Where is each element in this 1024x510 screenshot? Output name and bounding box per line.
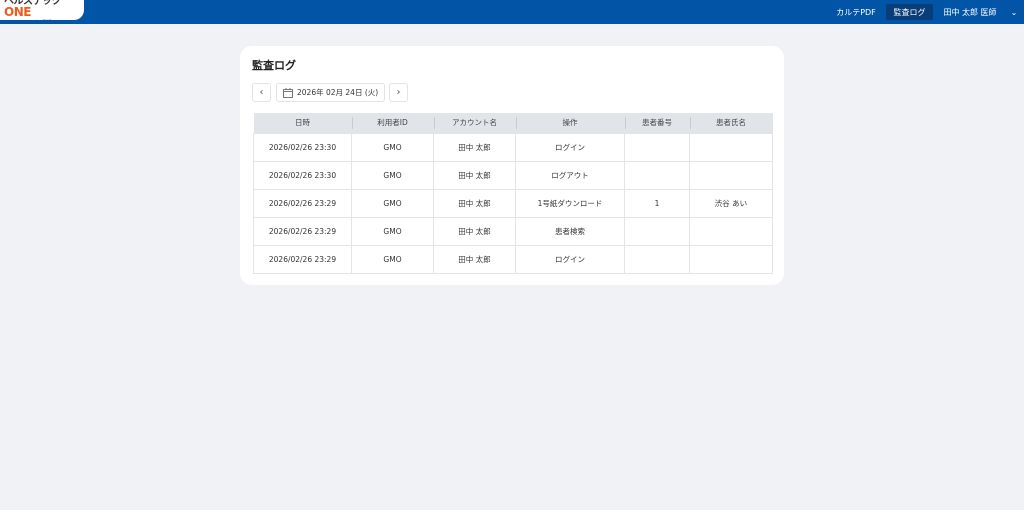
table-cell: 田中 太郎 — [433, 132, 516, 162]
date-value: 2026年 02月 24日 (火) — [297, 88, 379, 97]
table-cell — [689, 132, 773, 162]
table-cell: 2026/02/26 23:29 — [253, 188, 352, 218]
table-cell: 2026/02/26 23:30 — [253, 132, 352, 162]
calendar-icon — [283, 87, 293, 98]
table-cell: 2026/02/26 23:30 — [253, 160, 352, 190]
table-cell: GMO — [351, 188, 434, 218]
table-cell — [624, 160, 690, 190]
table-cell: 渋谷 あい — [689, 188, 773, 218]
table-cell: 田中 太郎 — [433, 216, 516, 246]
audit-log-table: 日時 利用者ID アカウント名 操作 患者番号 患者氏名 2026/02/26 23:30… — [253, 113, 773, 274]
table-cell: GMO — [351, 244, 434, 274]
table-cell — [689, 160, 773, 190]
table-cell: ログアウト — [515, 160, 625, 190]
prev-day-button[interactable]: ‹ — [252, 83, 271, 102]
column-header: 日時 — [253, 113, 352, 133]
column-header: 利用者ID — [351, 113, 434, 133]
nav-karte-pdf[interactable]: カルテPDF — [836, 7, 876, 17]
column-header: アカウント名 — [433, 113, 516, 133]
nav-audit-log[interactable]: 監査ログ — [886, 4, 933, 20]
table-cell: GMO — [351, 132, 434, 162]
table-cell: 患者検索 — [515, 216, 625, 246]
column-header: 操作 — [515, 113, 625, 133]
table-cell: 田中 太郎 — [433, 188, 516, 218]
table-row: 2026/02/26 23:29 GMO 田中 太郎 1号紙ダウンロード 1 渋谷 あい — [253, 188, 773, 218]
table-cell: GMO — [351, 160, 434, 190]
table-cell — [624, 216, 690, 246]
table-cell — [689, 244, 773, 274]
table-cell: ログイン — [515, 244, 625, 274]
table-cell: 1号紙ダウンロード — [515, 188, 625, 218]
table-row: 2026/02/26 23:30 GMO 田中 太郎 ログイン — [253, 132, 773, 162]
user-menu[interactable]: 田中 太郎 医師 — [943, 7, 997, 17]
table-cell — [624, 244, 690, 274]
table-cell: GMO — [351, 216, 434, 246]
table-row: 2026/02/26 23:30 GMO 田中 太郎 ログアウト — [253, 160, 773, 190]
column-header: 患者氏名 — [689, 113, 773, 133]
column-header: 患者番号 — [624, 113, 690, 133]
table-cell: 2026/02/26 23:29 — [253, 216, 352, 246]
page-title: 監査ログ — [252, 59, 296, 72]
table-cell — [624, 132, 690, 162]
table-cell: 2026/02/26 23:29 — [253, 244, 352, 274]
table-cell: 田中 太郎 — [433, 244, 516, 274]
chevron-down-icon[interactable]: ⌄ — [1010, 7, 1018, 17]
table-cell: 1 — [624, 188, 690, 218]
app-logo[interactable]: ヘルステックONE by GMO — [0, 0, 84, 24]
table-row: 2026/02/26 23:29 GMO 田中 太郎 患者検索 — [253, 216, 773, 246]
table-cell: 田中 太郎 — [433, 160, 516, 190]
audit-log-card: 監査ログ ‹ 2026年 02月 24日 (火) › 日時 利用者ID アカウント名… — [240, 46, 784, 285]
top-bar: ヘルステックONE by GMO カルテPDF 監査ログ 田中 太郎 医師 ⌄ — [0, 0, 1024, 24]
next-day-button[interactable]: › — [389, 83, 408, 102]
table-cell: ログイン — [515, 132, 625, 162]
date-picker[interactable]: 2026年 02月 24日 (火) — [276, 83, 385, 102]
table-row: 2026/02/26 23:29 GMO 田中 太郎 ログイン — [253, 244, 773, 274]
table-cell — [689, 216, 773, 246]
